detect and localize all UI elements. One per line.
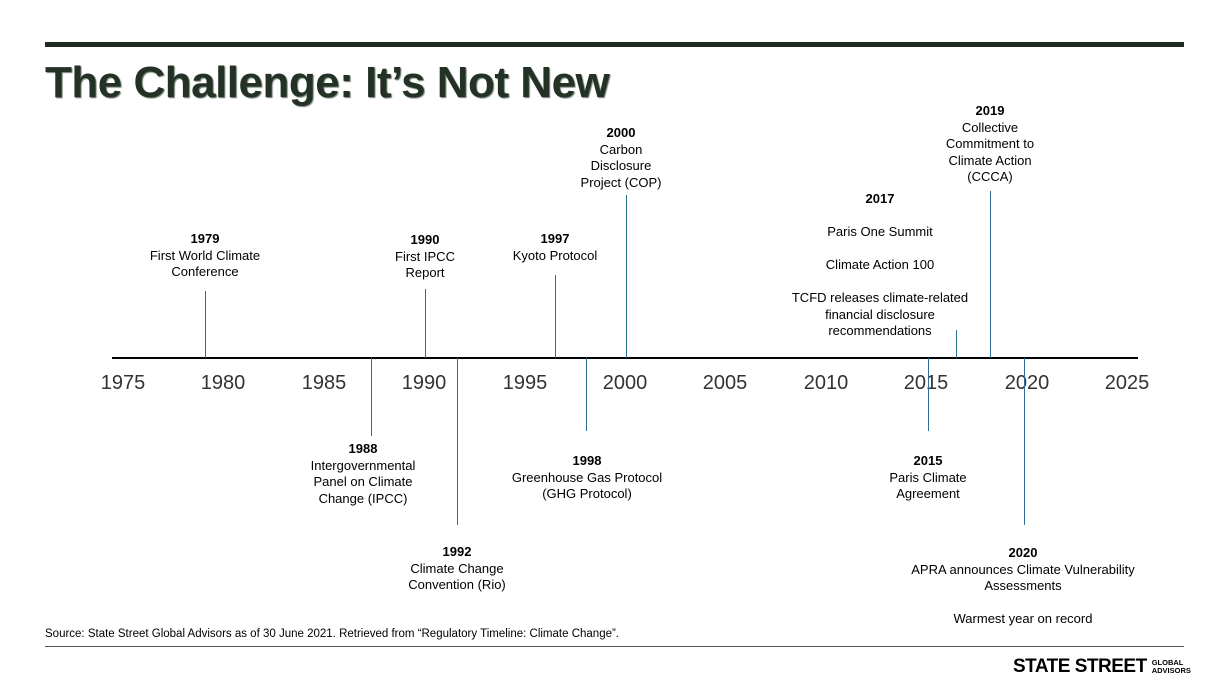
axis-tick-label: 1995 <box>502 372 548 394</box>
axis-tick-label: 1985 <box>301 372 347 394</box>
event-text: Kyoto Protocol <box>512 247 598 263</box>
event-year: 1988 <box>348 441 378 456</box>
event-year: 2020 <box>1008 545 1038 560</box>
source-note: Source: State Street Global Advisors as … <box>45 628 620 640</box>
event-year: 2019 <box>975 103 1005 118</box>
event-text: Climate Action 100 <box>825 257 935 272</box>
event-year: 2000 <box>606 125 636 140</box>
event-1992: 1992 Climate Change Convention (Rio) <box>377 544 537 594</box>
event-text: TCFD releases climate-related financial … <box>791 290 969 338</box>
connector-line-1997 <box>555 275 556 358</box>
event-1997: 1997 Kyoto Protocol <box>485 231 625 264</box>
logo-sub-text: GLOBAL ADVISORS <box>1152 659 1191 675</box>
event-text: First World Climate Conference <box>149 247 261 280</box>
logo-sub-line: ADVISORS <box>1151 666 1191 675</box>
axis-tick-label: 2025 <box>1104 372 1150 394</box>
event-1998: 1998 Greenhouse Gas Protocol (GHG Protoc… <box>487 453 687 503</box>
event-text: Paris One Summit <box>827 224 933 239</box>
event-2015: 2015 Paris Climate Agreement <box>858 453 998 503</box>
event-1979: 1979 First World Climate Conference <box>105 231 305 281</box>
slide-title: The Challenge: It’s Not New <box>45 58 610 107</box>
event-1988: 1988 Intergovernmental Panel on Climate … <box>283 441 443 507</box>
event-year: 1992 <box>442 544 472 559</box>
event-text: Carbon Disclosure Project (COP) <box>580 141 662 190</box>
event-year: 1979 <box>190 231 220 246</box>
connector-line-1990 <box>425 289 426 358</box>
connector-line-1988 <box>371 358 372 436</box>
axis-tick-label: 1980 <box>200 372 246 394</box>
event-1990: 1990 First IPCC Report <box>365 232 485 282</box>
top-rule <box>45 42 1184 47</box>
event-year: 2015 <box>913 453 943 468</box>
connector-line-2020 <box>1024 358 1025 525</box>
bottom-rule <box>45 646 1184 647</box>
event-text: Paris Climate Agreement <box>889 469 967 502</box>
logo-main-text: STATE STREET <box>1013 656 1147 677</box>
event-year: 1998 <box>572 453 602 468</box>
event-text: Greenhouse Gas Protocol (GHG Protocol) <box>511 469 663 502</box>
connector-line-1992 <box>457 358 458 525</box>
state-street-logo: STATE STREET GLOBAL ADVISORS <box>1013 656 1191 678</box>
event-text: APRA announces Climate Vulnerability Ass… <box>911 561 1135 594</box>
axis-tick-label: 2010 <box>803 372 849 394</box>
axis-tick-label: 2000 <box>602 372 648 394</box>
axis-tick-label: 2015 <box>903 372 949 394</box>
connector-line-1998 <box>586 358 587 431</box>
event-text: Intergovernmental Panel on Climate Chang… <box>310 457 416 506</box>
event-2017: 2017 Paris One Summit Climate Action 100… <box>770 191 990 340</box>
event-year: 1990 <box>410 232 440 247</box>
connector-line-2015 <box>928 358 929 431</box>
connector-line-2017 <box>956 330 957 358</box>
event-2019: 2019 Collective Commitment to Climate Ac… <box>925 103 1055 186</box>
event-text: Warmest year on record <box>953 611 1093 626</box>
connector-line-2019 <box>990 191 991 358</box>
connector-line-2000 <box>626 195 627 358</box>
axis-tick-label: 2005 <box>702 372 748 394</box>
connector-line-1979 <box>205 291 206 358</box>
event-2020: 2020 APRA announces Climate Vulnerabilit… <box>893 545 1153 628</box>
event-text: Climate Change Convention (Rio) <box>408 560 506 593</box>
event-text: First IPCC Report <box>395 248 455 281</box>
timeline-axis <box>112 357 1138 359</box>
logo-sub-line: GLOBAL <box>1151 658 1184 667</box>
event-year: 1997 <box>540 231 570 246</box>
axis-tick-label: 1975 <box>100 372 146 394</box>
axis-tick-label: 1990 <box>401 372 447 394</box>
axis-tick-label: 2020 <box>1004 372 1050 394</box>
event-2000: 2000 Carbon Disclosure Project (COP) <box>561 125 681 191</box>
event-year: 2017 <box>865 191 895 206</box>
event-text: Collective Commitment to Climate Action … <box>945 119 1035 185</box>
